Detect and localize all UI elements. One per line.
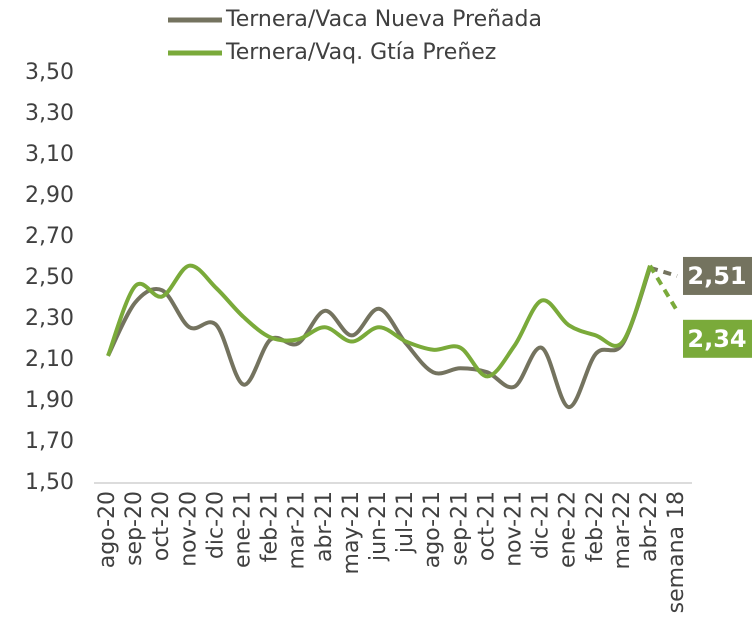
x-tick-label: abr-21: [312, 491, 337, 562]
x-tick-label: oct-20: [149, 491, 174, 561]
x-tick-label: ene-22: [556, 491, 581, 568]
series-line-dashed: [649, 265, 678, 278]
y-tick-label: 2,90: [25, 183, 74, 208]
x-tick-label: abr-22: [637, 491, 662, 562]
y-tick-label: 1,50: [25, 470, 74, 495]
x-tick-label: dic-20: [203, 491, 228, 559]
legend-label: Ternera/Vaca Nueva Preñada: [225, 7, 542, 32]
x-tick-label: mar-21: [285, 491, 310, 569]
x-tick-label: nov-20: [176, 491, 201, 567]
y-tick-label: 3,50: [25, 60, 74, 85]
value-label-box: [683, 319, 752, 358]
x-tick-label: semana 18: [664, 491, 689, 613]
value-label: 2,34: [687, 325, 746, 353]
y-tick-label: 2,70: [25, 224, 74, 249]
legend-label: Ternera/Vaq. Gtía Preñez: [225, 40, 496, 65]
x-tick-label: mar-22: [610, 491, 635, 569]
series-line: [106, 263, 652, 379]
x-tick-label: ene-21: [231, 491, 256, 568]
y-tick-label: 2,10: [25, 347, 74, 372]
x-tick-label: sep-20: [122, 491, 147, 566]
x-tick-label: jun-21: [366, 491, 391, 562]
y-tick-label: 2,50: [25, 265, 74, 290]
x-tick-label: jul-21: [393, 491, 418, 554]
x-tick-label: may-21: [339, 491, 364, 574]
x-tick-label: nov-21: [502, 491, 527, 567]
series-line-dashed: [648, 264, 679, 312]
x-tick-label: ago-21: [420, 491, 445, 568]
value-label-box: [683, 256, 752, 295]
value-label: 2,51: [687, 262, 746, 290]
x-tick-label: dic-21: [529, 491, 554, 559]
y-tick-label: 3,10: [25, 142, 74, 167]
series-line: [106, 267, 652, 410]
x-tick-label: feb-21: [258, 491, 283, 562]
y-tick-label: 2,30: [25, 306, 74, 331]
x-tick-label: feb-22: [583, 491, 608, 562]
y-tick-label: 3,30: [25, 101, 74, 126]
y-tick-label: 1,70: [25, 429, 74, 454]
y-tick-label: 1,90: [25, 388, 74, 413]
x-tick-label: sep-21: [447, 491, 472, 566]
x-tick-label: ago-20: [95, 491, 120, 568]
x-tick-label: oct-21: [474, 491, 499, 561]
